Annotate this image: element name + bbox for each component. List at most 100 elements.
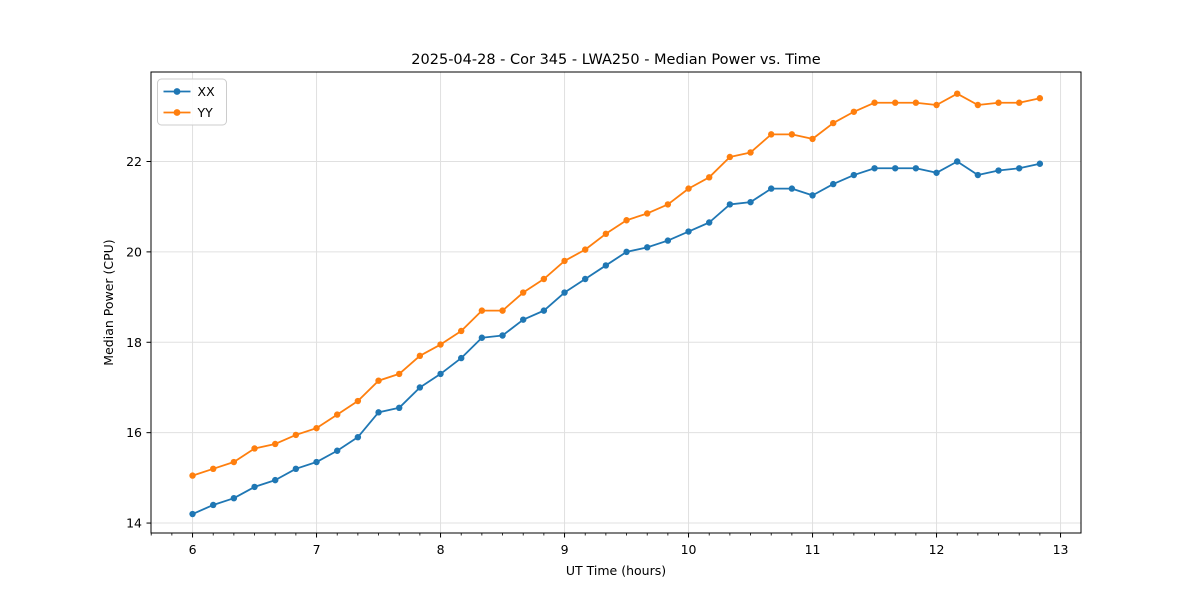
data-point-yy	[706, 174, 713, 181]
data-point-yy	[416, 352, 424, 360]
data-point-yy	[292, 431, 300, 439]
data-series	[189, 90, 1044, 518]
x-tick-label: 10	[681, 542, 697, 557]
data-point-xx	[272, 476, 279, 484]
data-point-yy	[830, 119, 837, 127]
data-point-xx	[788, 185, 796, 192]
data-point-yy	[458, 327, 465, 335]
data-point-yy	[561, 257, 568, 265]
data-point-yy	[520, 289, 527, 296]
data-point-yy	[540, 275, 548, 283]
data-point-xx	[478, 334, 486, 341]
data-point-yy	[644, 210, 651, 217]
data-point-xx	[623, 248, 630, 256]
data-point-xx	[726, 201, 734, 208]
data-point-yy	[912, 99, 920, 106]
data-point-xx	[292, 465, 300, 473]
data-point-xx	[416, 384, 424, 391]
data-point-xx	[210, 501, 217, 509]
data-point-yy	[499, 307, 506, 314]
data-point-xx	[334, 447, 341, 454]
x-tick-label: 6	[189, 542, 197, 557]
x-tick-label: 13	[1053, 542, 1069, 557]
data-point-xx	[706, 219, 713, 226]
data-point-yy	[437, 341, 444, 348]
data-point-yy	[954, 90, 961, 97]
legend-marker	[173, 109, 181, 116]
x-tick-label: 11	[805, 542, 821, 557]
data-point-xx	[747, 198, 754, 206]
data-point-xx	[768, 185, 775, 192]
data-point-yy	[788, 131, 796, 138]
legend-label-xx: XX	[198, 84, 216, 99]
legend: XX YY	[157, 78, 227, 126]
data-point-xx	[685, 228, 692, 235]
data-point-xx	[995, 167, 1002, 174]
data-point-yy	[210, 465, 217, 473]
data-point-xx	[230, 494, 238, 502]
data-point-yy	[726, 153, 734, 161]
data-point-xx	[189, 510, 196, 518]
data-point-xx	[499, 332, 506, 339]
legend-marker	[173, 88, 181, 95]
data-point-xx	[540, 307, 548, 314]
axis-ticks: 6 7 8 9 10 11 12 13 14 16 18 20 22	[126, 154, 1068, 557]
data-point-yy	[602, 230, 610, 238]
data-point-xx	[830, 180, 837, 188]
series-line-xx	[192, 160, 1041, 515]
data-point-yy	[995, 99, 1002, 106]
data-point-yy	[478, 307, 486, 314]
data-point-xx	[354, 433, 362, 441]
data-point-xx	[313, 458, 320, 466]
x-tick-label: 9	[561, 542, 569, 557]
y-tick-label: 22	[126, 154, 142, 169]
chart-title: 2025-04-28 - Cor 345 - LWA250 - Median P…	[411, 52, 820, 68]
data-point-yy	[313, 424, 320, 432]
y-axis-label: Median Power (CPU)	[101, 239, 116, 365]
data-point-xx	[582, 275, 589, 283]
data-point-yy	[974, 101, 982, 109]
data-point-xx	[375, 409, 382, 416]
data-point-xx	[458, 354, 465, 362]
data-point-yy	[189, 472, 196, 479]
data-point-yy	[354, 397, 362, 405]
data-point-yy	[809, 135, 816, 143]
data-point-xx	[954, 158, 961, 165]
data-point-yy	[1036, 95, 1044, 102]
data-point-xx	[561, 289, 568, 296]
data-point-yy	[375, 377, 382, 384]
data-point-xx	[1036, 160, 1044, 167]
data-point-xx	[1016, 165, 1023, 172]
data-point-yy	[664, 201, 672, 208]
legend-box	[157, 78, 227, 126]
data-point-yy	[747, 149, 754, 156]
data-point-xx	[437, 370, 444, 378]
data-point-yy	[1016, 99, 1023, 106]
data-point-yy	[272, 440, 279, 448]
plot-border	[150, 71, 1082, 534]
data-point-xx	[251, 483, 258, 491]
data-point-xx	[933, 169, 940, 176]
legend-label-yy: YY	[197, 105, 214, 120]
data-point-yy	[251, 445, 258, 452]
data-point-xx	[912, 165, 920, 172]
data-point-yy	[871, 99, 878, 106]
data-point-yy	[396, 370, 403, 378]
data-point-xx	[664, 237, 672, 244]
data-point-xx	[602, 262, 610, 269]
data-point-yy	[850, 108, 858, 115]
data-point-xx	[892, 165, 899, 172]
x-tick-label: 12	[929, 542, 945, 557]
x-tick-label: 7	[313, 542, 321, 557]
data-point-yy	[623, 217, 630, 224]
y-tick-label: 16	[126, 425, 142, 440]
x-tick-label: 8	[437, 542, 445, 557]
series-line-yy	[192, 92, 1041, 477]
data-point-yy	[582, 246, 589, 253]
data-point-yy	[334, 411, 341, 418]
data-point-xx	[520, 316, 527, 323]
y-tick-label: 14	[126, 516, 142, 531]
data-point-xx	[850, 171, 858, 179]
data-point-yy	[768, 131, 775, 138]
